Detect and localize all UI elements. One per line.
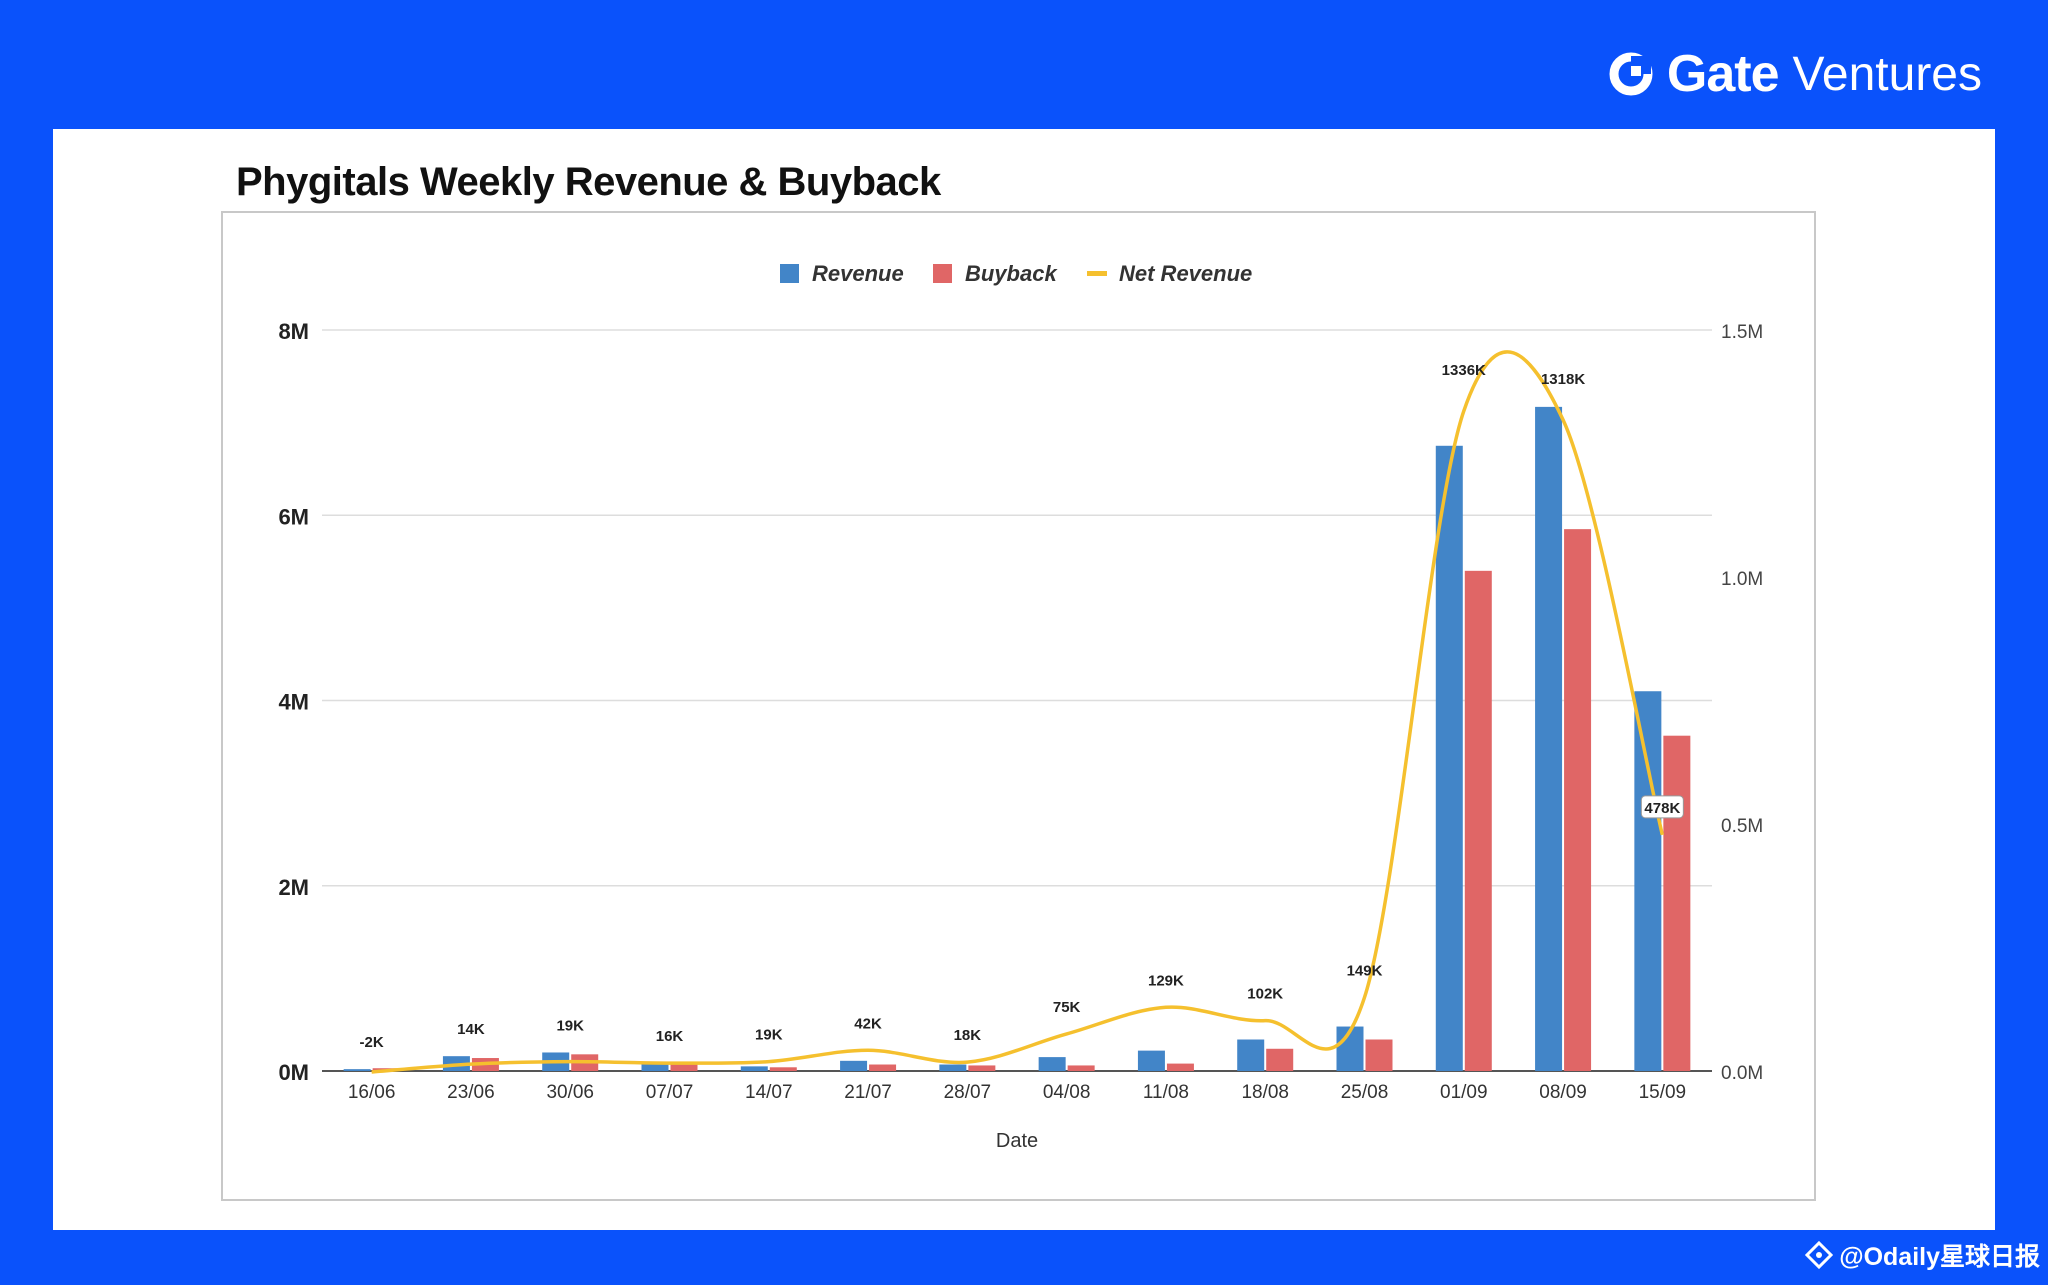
y-tick-label: 0M bbox=[278, 1060, 309, 1085]
y-tick-label: 8M bbox=[278, 319, 309, 344]
bar-buyback bbox=[670, 1064, 698, 1071]
x-tick-label: 25/08 bbox=[1341, 1082, 1389, 1103]
bar-buyback bbox=[1166, 1063, 1194, 1071]
y-tick-label: 6M bbox=[278, 504, 309, 529]
bar-buyback bbox=[1365, 1039, 1393, 1071]
bar-buyback bbox=[1564, 529, 1592, 1071]
bar-revenue bbox=[840, 1060, 868, 1071]
gate-logo-icon bbox=[1609, 52, 1653, 96]
net-revenue-data-label: 1336K bbox=[1442, 362, 1486, 379]
brand-name-light: Ventures bbox=[1792, 47, 1982, 101]
y2-tick-label: 1.0M bbox=[1721, 569, 1763, 590]
net-revenue-line bbox=[371, 350, 1665, 1074]
net-revenue-data-label: -2K bbox=[360, 1034, 384, 1051]
x-tick-label: 23/06 bbox=[447, 1082, 495, 1103]
bar-revenue bbox=[1038, 1057, 1066, 1071]
y-tick-label: 2M bbox=[278, 875, 309, 900]
x-tick-label: 04/08 bbox=[1043, 1082, 1091, 1103]
x-tick-label: 11/08 bbox=[1143, 1082, 1189, 1103]
watermark-text: @Odaily星球日报 bbox=[1839, 1243, 2040, 1271]
legend-swatch bbox=[933, 264, 952, 283]
brand-name-bold: Gate bbox=[1666, 45, 1780, 103]
diamond-logo-icon bbox=[1805, 1241, 1834, 1269]
x-tick-label: 01/09 bbox=[1440, 1082, 1488, 1103]
brand-logo: Gate Ventures bbox=[1609, 44, 1982, 104]
bar-buyback bbox=[968, 1065, 996, 1071]
legend-label: Revenue bbox=[812, 261, 904, 286]
net-revenue-data-label: 42K bbox=[854, 1015, 882, 1032]
chart-title: Phygitals Weekly Revenue & Buyback bbox=[236, 160, 941, 204]
data-label-bg bbox=[1640, 795, 1684, 819]
bar-revenue bbox=[641, 1063, 669, 1071]
x-tick-label: 08/09 bbox=[1539, 1082, 1587, 1103]
net-revenue-data-label: 149K bbox=[1347, 962, 1383, 979]
net-revenue-data-label: 14K bbox=[457, 1021, 485, 1038]
net-revenue-data-label: 75K bbox=[1053, 999, 1081, 1016]
bar-revenue bbox=[1237, 1039, 1265, 1071]
bar-revenue bbox=[939, 1064, 967, 1071]
x-tick-label: 15/09 bbox=[1639, 1082, 1687, 1103]
bar-revenue bbox=[1634, 691, 1662, 1071]
y2-tick-label: 1.5M bbox=[1721, 322, 1763, 343]
y2-tick-label: 0.0M bbox=[1721, 1063, 1763, 1084]
legend-label: Buyback bbox=[965, 261, 1058, 286]
net-revenue-data-label: 19K bbox=[755, 1027, 783, 1044]
bar-buyback bbox=[769, 1067, 797, 1071]
net-revenue-data-label: 1318K bbox=[1541, 371, 1585, 388]
x-tick-label: 30/06 bbox=[546, 1082, 594, 1103]
x-axis-title: Date bbox=[996, 1130, 1038, 1152]
net-revenue-data-label: 102K bbox=[1247, 986, 1283, 1003]
x-tick-label: 18/08 bbox=[1241, 1082, 1289, 1103]
x-tick-label: 28/07 bbox=[944, 1082, 992, 1103]
x-tick-label: 07/07 bbox=[646, 1082, 694, 1103]
x-tick-label: 21/07 bbox=[844, 1082, 892, 1103]
watermark: @Odaily星球日报 bbox=[1805, 1237, 2040, 1273]
y-tick-label: 4M bbox=[278, 690, 309, 715]
net-revenue-data-label: 478K bbox=[1644, 800, 1680, 817]
net-revenue-data-label: 19K bbox=[556, 1017, 584, 1034]
legend-swatch bbox=[1087, 271, 1107, 276]
net-revenue-data-label: 129K bbox=[1148, 972, 1184, 989]
bar-buyback bbox=[1266, 1048, 1294, 1071]
bar-buyback bbox=[869, 1064, 897, 1071]
bar-revenue bbox=[343, 1069, 371, 1071]
bar-revenue bbox=[1435, 445, 1463, 1071]
bar-revenue bbox=[1137, 1050, 1165, 1071]
x-tick-label: 14/07 bbox=[745, 1082, 793, 1103]
bar-revenue bbox=[740, 1066, 768, 1071]
legend-swatch bbox=[780, 264, 799, 283]
bar-buyback bbox=[1067, 1065, 1095, 1071]
net-revenue-data-label: 16K bbox=[656, 1028, 684, 1045]
bar-revenue bbox=[1535, 406, 1563, 1071]
bar-buyback bbox=[1663, 735, 1691, 1071]
y2-tick-label: 0.5M bbox=[1721, 816, 1763, 837]
x-tick-label: 16/06 bbox=[348, 1082, 396, 1103]
bar-buyback bbox=[1464, 570, 1492, 1071]
legend-label: Net Revenue bbox=[1119, 261, 1252, 286]
net-revenue-data-label: 18K bbox=[954, 1027, 982, 1044]
